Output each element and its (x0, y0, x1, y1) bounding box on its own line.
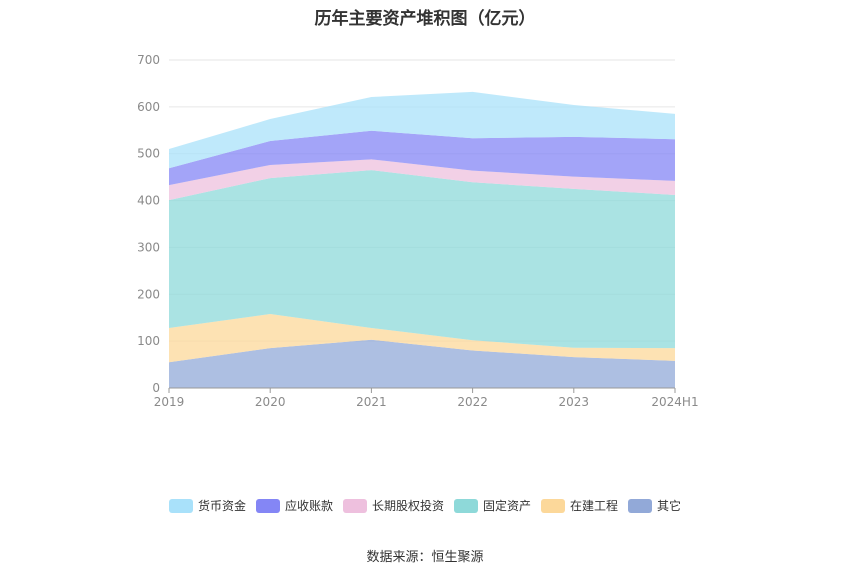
legend-label: 在建工程 (570, 499, 619, 513)
x-tick-label: 2023 (559, 395, 590, 409)
legend-item[interactable]: 长期股权投资 (342, 497, 444, 514)
legend-swatch (628, 498, 653, 513)
legend: 货币资金 应收账款 长期股权投资 固定资产 在建工程 其它 (0, 497, 850, 514)
y-tick-label: 500 (137, 147, 160, 161)
x-tick-label: 2021 (356, 395, 387, 409)
y-tick-label: 300 (137, 240, 160, 254)
legend-label: 应收账款 (284, 499, 333, 513)
legend-item[interactable]: 其它 (628, 497, 681, 514)
y-tick-label: 200 (137, 287, 160, 301)
legend-label: 货币资金 (197, 499, 246, 513)
y-tick-label: 600 (137, 100, 160, 114)
data-source-note: 数据来源：恒生聚源 (366, 550, 484, 565)
area-series-5[interactable] (169, 91, 675, 169)
legend-swatch (454, 498, 478, 513)
legend-swatch (342, 498, 367, 513)
y-tick-label: 400 (137, 194, 160, 208)
area-series-4[interactable] (169, 130, 675, 186)
legend-item[interactable]: 应收账款 (255, 497, 333, 514)
legend-item[interactable]: 固定资产 (454, 497, 531, 514)
legend-item[interactable]: 在建工程 (541, 497, 618, 514)
y-tick-label: 100 (137, 334, 160, 348)
area-series-layer (169, 91, 675, 388)
legend-item[interactable]: 货币资金 (168, 497, 246, 514)
y-tick-label: 0 (152, 381, 160, 395)
area-series-1[interactable] (169, 313, 675, 363)
legend-label: 固定资产 (483, 499, 532, 513)
legend-swatch (541, 498, 566, 513)
axes: 0 100 200 300 400 500 600 700 2019 2020 2021 2022 20… (137, 53, 699, 409)
area-series-3[interactable] (169, 159, 675, 201)
x-tick-label: 2019 (154, 395, 185, 409)
legend-label: 其它 (657, 499, 682, 513)
legend-label: 长期股权投资 (371, 499, 444, 513)
area-series-0[interactable] (169, 339, 675, 388)
x-tick-label: 2024H1 (651, 395, 698, 409)
legend-swatch (255, 498, 280, 513)
area-series-2[interactable] (169, 170, 675, 349)
x-tick-label: 2022 (457, 395, 488, 409)
legend-swatch (168, 498, 193, 513)
x-tick-label: 2020 (255, 395, 286, 409)
y-tick-label: 700 (137, 53, 160, 67)
chart-title: 历年主要资产堆积图（亿元） (314, 9, 536, 29)
